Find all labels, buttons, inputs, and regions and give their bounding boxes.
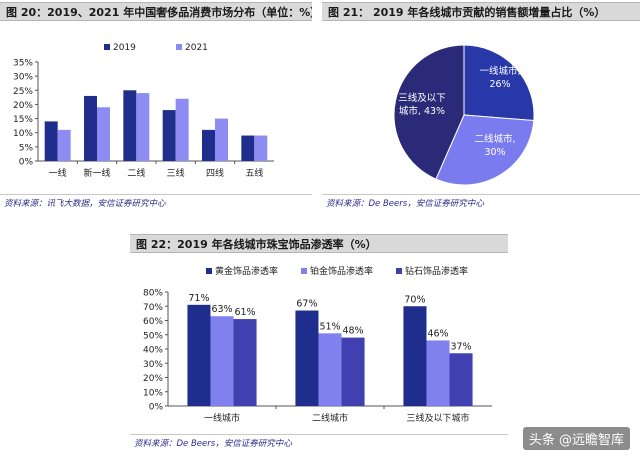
y-tick-label: 15% [13,115,33,125]
y-tick-label: 20% [13,101,33,111]
legend-swatch [104,44,110,50]
legend-label: 铂金饰品渗透率 [310,265,373,277]
bar-2 [57,129,71,161]
watermark: 头条 @远瞻智库 [522,427,630,450]
bar-2 [318,333,342,406]
legend-swatch [176,44,182,50]
y-tick-label: 50% [143,331,163,341]
pie-label: 城市, 43% [399,105,445,117]
y-tick-label: 40% [143,346,163,356]
data-label: 37% [450,341,471,352]
x-tick-label: 三线及以下城市 [406,412,469,424]
x-tick-label: 一线城市 [204,412,240,424]
y-tick-label: 25% [13,87,33,97]
x-tick-label: 新一线 [83,167,110,179]
x-tick-label: 五线 [245,167,263,179]
y-tick-label: 0% [149,403,164,413]
fig22-divider [130,434,508,435]
pie-label: 26% [489,79,510,90]
bar-1 [295,310,319,406]
legend-label: 2019 [113,43,136,53]
data-label: 70% [404,294,425,305]
data-label: 63% [211,304,232,315]
bar-2 [254,135,268,161]
y-tick-label: 20% [143,374,163,384]
fig20-title: 图 20：2019、2021 年中国奢侈品消费市场分布（单位：%） [0,2,312,21]
y-tick-label: 70% [143,303,163,313]
bar-2 [97,107,110,161]
y-tick-label: 60% [143,317,163,327]
bar-2 [215,118,228,161]
bar-1 [84,95,97,161]
pie-slice-2 [435,114,535,186]
bar-2 [175,98,189,161]
y-tick-label: 10% [143,388,163,398]
bar-3 [233,319,257,406]
bar-3 [341,337,365,406]
legend-label: 黄金饰品渗透率 [215,265,278,277]
data-label: 67% [296,299,317,310]
y-tick-label: 10% [13,129,33,139]
bar-3 [449,353,473,406]
pie-slice-1 [463,44,535,122]
data-label: 48% [342,326,363,337]
legend-swatch [301,268,307,274]
fig22-title: 图 22：2019 年各线城市珠宝饰品渗透率（%） [130,234,508,253]
fig21-divider [322,194,640,195]
bar-1 [202,129,215,161]
pie-label: 30% [484,147,505,158]
x-tick-label: 二线 [127,167,145,179]
fig21-title: 图 21： 2019 年各线城市贡献的销售额增量占比（%） [322,2,640,21]
chart-sales-increment-pie: 一线城市, 26% 二线城市, 30% 三线及以下城市, 43% [393,44,535,186]
bar-2 [136,93,150,161]
bar-2 [426,340,450,406]
data-label: 71% [188,293,209,304]
bar-2 [210,316,234,406]
pie-label: 三线及以下 [398,92,446,104]
legend-label: 2021 [185,43,208,53]
legend-swatch [396,268,402,274]
pie-label: 二线城市, [474,133,515,145]
fig22-source: 资料来源：De Beers，安信证券研究中心 [134,439,292,449]
chart-luxury-distribution: 0% 5% 10% 15% 20% 25% 30% 35% 一线 新一线 二线 三线 四线 五线 2019 2… [13,43,274,179]
x-tick-label: 二线城市 [312,412,348,424]
bar-1 [123,90,137,161]
x-tick-label: 四线 [206,167,224,179]
pie-slice-3 [393,44,465,180]
data-label: 61% [234,307,255,318]
y-tick-label: 80% [143,289,163,299]
fig21-source: 资料来源：De Beers，安信证券研究中心 [326,199,484,209]
data-label: 51% [319,321,340,332]
chart-jewelry-penetration: 0% 10% 20% 30% 40% 50% 60% 70% 80% 71%63% 61% 一线城市 6… [143,265,492,424]
x-tick-label: 三线 [167,167,185,179]
bar-1 [162,110,176,161]
fig20-source: 资料来源：讯飞大数据，安信证券研究中心 [4,199,166,209]
pie-label: 一线城市, [479,65,520,77]
y-tick-label: 5% [19,143,34,153]
bar-1 [44,121,58,161]
legend-label: 钻石饰品渗透率 [405,265,468,277]
bar-1 [187,304,211,406]
data-label: 46% [427,328,448,339]
y-tick-label: 30% [143,360,163,370]
y-tick-label: 35% [13,59,33,69]
bar-1 [241,135,255,161]
fig20-divider [0,194,312,195]
x-tick-label: 一线 [49,167,67,179]
legend-swatch [206,268,212,274]
bar-1 [403,306,427,406]
y-tick-label: 0% [19,158,34,168]
y-tick-label: 30% [13,73,33,83]
